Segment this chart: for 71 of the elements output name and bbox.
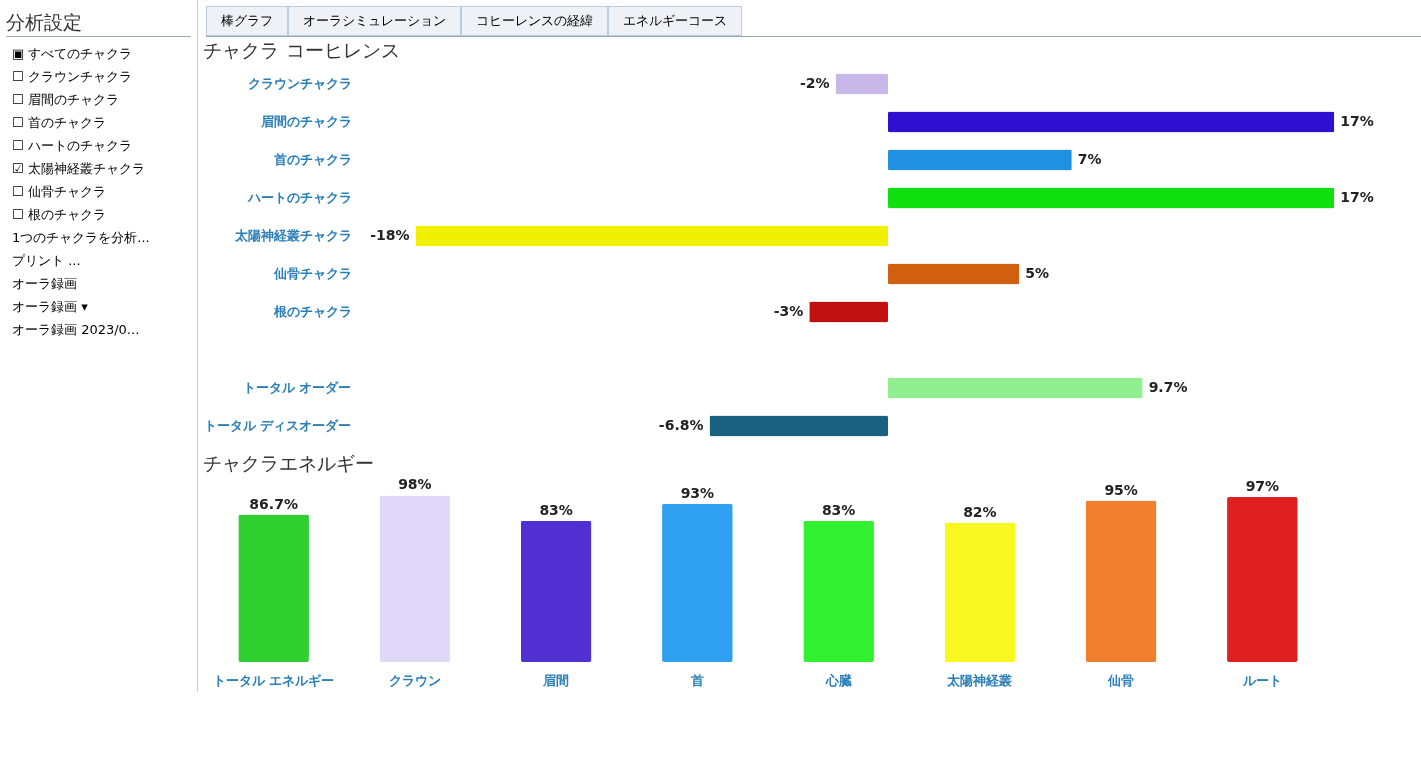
data-label: 17% xyxy=(1340,189,1374,205)
data-label: 95% xyxy=(1104,481,1138,498)
x-tick-label: トータル エネルギー xyxy=(212,672,335,688)
x-tick-label: 眉間 xyxy=(542,672,570,688)
bar xyxy=(709,415,888,437)
x-tick-label: ルート xyxy=(1241,672,1282,688)
text: 1つのチャクラを分析... xyxy=(12,229,151,247)
text: 分析設定 xyxy=(6,10,191,37)
y-tick-label: クラウンチャクラ xyxy=(247,76,352,91)
data-label: 97% xyxy=(1245,478,1280,495)
chart-title: チャクラエネルギー xyxy=(203,452,374,475)
bar xyxy=(888,263,1020,285)
bar xyxy=(415,225,888,247)
bar xyxy=(888,187,1335,209)
text: プリント ... xyxy=(12,252,82,270)
x-tick-label: 首 xyxy=(689,672,704,688)
bar xyxy=(944,522,1016,662)
y-tick-label: 仙骨チャクラ xyxy=(272,266,352,281)
data-label: 83% xyxy=(539,501,573,518)
data-label: 5% xyxy=(1025,265,1050,281)
text: ☐ 首のチャクラ xyxy=(12,114,107,132)
text: ☐ クラウンチャクラ xyxy=(12,68,133,86)
bar xyxy=(520,520,592,662)
chart-title: チャクラ コーヒレンス xyxy=(203,39,400,61)
bar xyxy=(835,73,888,95)
bar xyxy=(1085,500,1157,662)
data-label: 7% xyxy=(1077,151,1102,167)
data-label: -18% xyxy=(370,227,410,243)
text: ☑ 太陽神経叢チャクラ xyxy=(12,160,146,178)
y-tick-label: ハートのチャクラ xyxy=(246,190,352,205)
data-label: 17% xyxy=(1340,113,1374,129)
text: ☐ 眉間のチャクラ xyxy=(12,91,120,109)
data-label: -2% xyxy=(799,75,830,91)
data-label: 82% xyxy=(963,503,997,520)
text: ☐ 仙骨チャクラ xyxy=(12,183,107,201)
data-label: -6.8% xyxy=(658,417,704,433)
bar xyxy=(662,503,733,662)
bar xyxy=(238,514,309,662)
data-label: 83% xyxy=(821,501,856,518)
y-tick-label: 太陽神経叢チャクラ xyxy=(233,228,352,243)
y-tick-label: 首のチャクラ xyxy=(272,152,352,167)
text: オーラ録画 2023/0... xyxy=(12,321,141,339)
bar xyxy=(809,301,888,323)
text: エネルギーコース xyxy=(608,6,742,36)
text: 棒グラフ xyxy=(206,6,288,36)
text: ☐ 根のチャクラ xyxy=(12,206,107,224)
bar xyxy=(803,520,874,662)
bar xyxy=(888,377,1143,399)
bar xyxy=(888,149,1072,171)
x-tick-label: クラウン xyxy=(388,672,441,688)
y-tick-label: 根のチャクラ xyxy=(272,304,352,319)
x-tick-label: 仙骨 xyxy=(1107,672,1135,688)
y-tick-label: トータル オーダー xyxy=(242,380,352,395)
data-label: 93% xyxy=(680,484,715,501)
bar xyxy=(379,495,451,662)
y-tick-label: トータル ディスオーダー xyxy=(203,418,352,433)
data-label: -3% xyxy=(773,303,804,319)
text: コヒーレンスの経緯 xyxy=(461,6,608,36)
x-tick-label: 心臓 xyxy=(824,672,852,688)
text: オーラ録画 xyxy=(12,275,78,293)
data-label: 86.7% xyxy=(249,495,298,512)
bar xyxy=(1227,497,1298,662)
text: オーラシミュレーション xyxy=(288,6,461,36)
text: オーラ録画 ▾ xyxy=(12,298,89,316)
data-label: 9.7% xyxy=(1148,379,1188,395)
text: ☐ ハートのチャクラ xyxy=(12,137,133,155)
data-label: 98% xyxy=(398,476,432,493)
y-tick-label: 眉間のチャクラ xyxy=(259,114,352,129)
x-tick-label: 太陽神経叢 xyxy=(946,672,1013,688)
bar xyxy=(888,111,1335,133)
text: ▣ すべてのチャクラ xyxy=(12,45,134,63)
